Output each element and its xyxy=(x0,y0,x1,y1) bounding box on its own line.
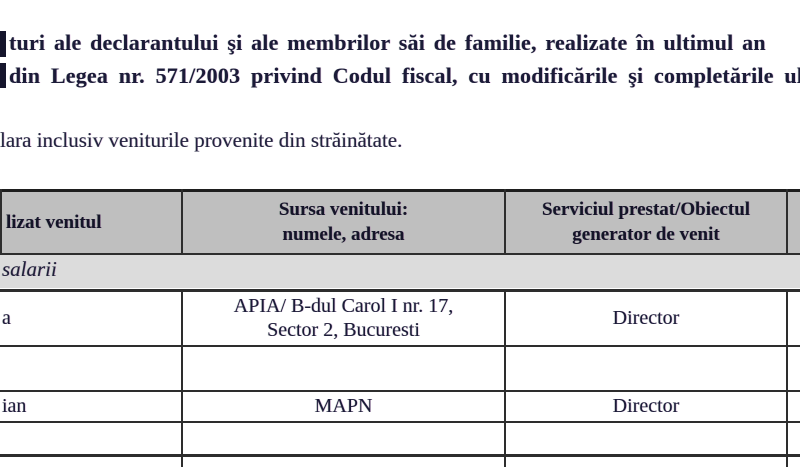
table-section-background xyxy=(0,255,800,288)
table-border-row2-bottom xyxy=(0,390,800,392)
cell-source xyxy=(183,423,504,453)
cell-source-line: Sector 2, Bucuresti xyxy=(267,319,420,341)
cell-who xyxy=(0,423,179,453)
table-border-left xyxy=(0,189,2,255)
cell-service xyxy=(506,347,786,389)
column-header-text: Serviciul prestat/Obiectul xyxy=(541,199,751,220)
cell-service xyxy=(506,457,786,467)
table-row xyxy=(0,347,800,389)
note-line: lara inclusiv veniturile provenite din s… xyxy=(0,128,403,152)
cell-source-line: MAPN xyxy=(314,395,373,417)
table-header-background xyxy=(0,191,800,253)
cell-who xyxy=(0,347,179,389)
heading-line-1: turi ale declarantului şi ale membrilor … xyxy=(9,30,766,55)
table-border-top xyxy=(0,189,800,192)
heading-line-2: din Legea nr. 571/2003 privind Codul fis… xyxy=(9,63,800,88)
cell-who: a xyxy=(2,307,11,329)
table-border-col2 xyxy=(504,189,506,255)
cell-source xyxy=(183,457,504,467)
cropped-letter-fragment xyxy=(0,31,6,57)
column-header-text: numele, adresa xyxy=(282,224,405,245)
table-border-col1 xyxy=(181,189,183,255)
column-header-text: lizat venitul xyxy=(6,211,102,233)
table-row: a APIA/ B-dul Carol I nr. 17, Sector 2, … xyxy=(0,292,800,344)
table-row xyxy=(0,457,800,467)
cell-service: Director xyxy=(612,395,680,417)
section-label-salarii: salarii xyxy=(2,257,57,281)
table-border-col3 xyxy=(786,292,788,467)
cell-source-line: APIA/ B-dul Carol I nr. 17, xyxy=(233,295,454,317)
cell-source: MAPN xyxy=(183,392,504,420)
cell-service: Director xyxy=(612,307,680,329)
column-header-text: generator de venit xyxy=(572,224,720,245)
cell-source xyxy=(183,347,504,389)
table-border-col3 xyxy=(786,189,788,255)
column-header-who-earned-income: lizat venitul xyxy=(0,192,181,252)
table-border-row1-bottom xyxy=(0,345,800,347)
cell-service xyxy=(506,423,786,453)
table-border-row4-bottom xyxy=(0,454,800,457)
table-border-col2 xyxy=(504,292,506,467)
column-header-text: Sursa venitului: xyxy=(278,199,409,220)
column-header-service-provided: Serviciul prestat/Obiectul generator de … xyxy=(506,192,786,252)
column-header-income-source: Sursa venitului: numele, adresa xyxy=(183,192,504,252)
cell-source: APIA/ B-dul Carol I nr. 17, Sector 2, Bu… xyxy=(183,292,504,344)
cropped-letter-fragment xyxy=(0,63,6,88)
cell-who xyxy=(0,457,179,467)
cell-who: ian xyxy=(2,395,27,417)
table-row: ian MAPN Director xyxy=(0,392,800,420)
table-border-row3-bottom xyxy=(0,421,800,423)
table-border-section-bottom xyxy=(0,289,800,292)
table-row xyxy=(0,423,800,453)
table-border-header-bottom xyxy=(0,253,800,255)
table-border-col1 xyxy=(181,292,183,467)
